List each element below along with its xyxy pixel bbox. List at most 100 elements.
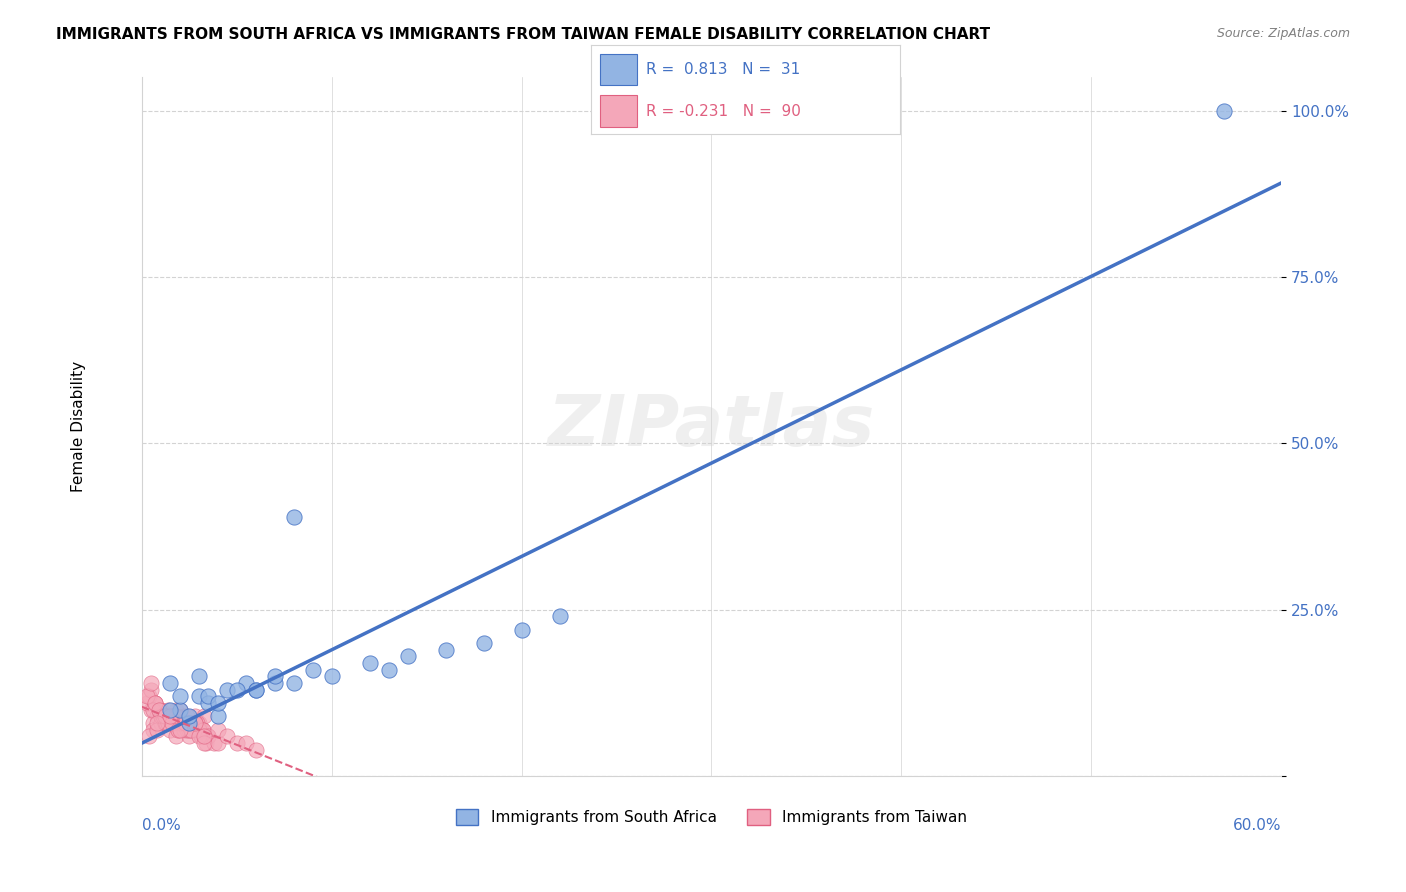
- Point: [245, 682, 267, 697]
- Point: [301, 663, 323, 677]
- Point: [148, 703, 170, 717]
- Point: [217, 682, 239, 697]
- Bar: [600, 95, 637, 127]
- Point: [472, 636, 495, 650]
- Point: [153, 709, 176, 723]
- Point: [157, 703, 180, 717]
- Point: [180, 723, 202, 737]
- Point: [548, 609, 571, 624]
- Point: [207, 723, 229, 737]
- Point: [179, 715, 201, 730]
- Point: [141, 682, 163, 697]
- Point: [187, 723, 209, 737]
- Point: [225, 736, 247, 750]
- Point: [169, 703, 191, 717]
- Text: R = -0.231   N =  90: R = -0.231 N = 90: [647, 104, 801, 119]
- Point: [174, 715, 197, 730]
- Point: [176, 723, 198, 737]
- Y-axis label: Female Disability: Female Disability: [72, 361, 86, 492]
- Point: [181, 715, 204, 730]
- Point: [179, 709, 201, 723]
- Point: [217, 729, 239, 743]
- Point: [197, 729, 219, 743]
- Point: [152, 709, 174, 723]
- Point: [142, 703, 165, 717]
- Point: [195, 736, 218, 750]
- Point: [148, 703, 170, 717]
- Legend: Immigrants from South Africa, Immigrants from Taiwan: Immigrants from South Africa, Immigrants…: [450, 803, 973, 831]
- Point: [165, 703, 187, 717]
- Point: [153, 715, 176, 730]
- Point: [207, 736, 229, 750]
- Point: [187, 715, 209, 730]
- Point: [207, 709, 229, 723]
- Point: [167, 723, 190, 737]
- Point: [159, 703, 181, 717]
- Point: [155, 709, 177, 723]
- Point: [179, 723, 201, 737]
- Text: Source: ZipAtlas.com: Source: ZipAtlas.com: [1216, 27, 1350, 40]
- Text: R =  0.813   N =  31: R = 0.813 N = 31: [647, 62, 800, 77]
- Point: [152, 709, 174, 723]
- Text: IMMIGRANTS FROM SOUTH AFRICA VS IMMIGRANTS FROM TAIWAN FEMALE DISABILITY CORRELA: IMMIGRANTS FROM SOUTH AFRICA VS IMMIGRAN…: [56, 27, 990, 42]
- Point: [169, 690, 191, 704]
- Point: [160, 709, 183, 723]
- Point: [153, 709, 176, 723]
- Point: [190, 723, 212, 737]
- Point: [193, 729, 215, 743]
- Point: [434, 642, 457, 657]
- Point: [180, 723, 202, 737]
- Point: [225, 682, 247, 697]
- Point: [396, 649, 419, 664]
- Point: [169, 703, 191, 717]
- Point: [141, 676, 163, 690]
- Point: [146, 723, 169, 737]
- Point: [159, 676, 181, 690]
- Point: [173, 709, 195, 723]
- Point: [193, 729, 215, 743]
- Point: [283, 676, 305, 690]
- Point: [155, 715, 177, 730]
- Point: [163, 709, 186, 723]
- Point: [163, 709, 186, 723]
- Point: [159, 723, 181, 737]
- Point: [197, 729, 219, 743]
- Point: [173, 723, 195, 737]
- Point: [152, 709, 174, 723]
- Point: [184, 715, 207, 730]
- Point: [235, 676, 257, 690]
- Bar: [600, 54, 637, 85]
- Point: [359, 656, 381, 670]
- Point: [186, 715, 208, 730]
- Point: [149, 709, 172, 723]
- Point: [263, 676, 285, 690]
- Point: [235, 736, 257, 750]
- Point: [143, 696, 166, 710]
- Point: [143, 696, 166, 710]
- Point: [193, 709, 215, 723]
- Point: [146, 715, 169, 730]
- Point: [184, 723, 207, 737]
- Point: [190, 729, 212, 743]
- Point: [283, 509, 305, 524]
- Point: [184, 709, 207, 723]
- Point: [179, 715, 201, 730]
- Point: [136, 690, 159, 704]
- Point: [321, 669, 343, 683]
- Point: [1213, 103, 1236, 118]
- Point: [176, 709, 198, 723]
- Point: [136, 696, 159, 710]
- Point: [143, 696, 166, 710]
- Point: [155, 715, 177, 730]
- Point: [181, 715, 204, 730]
- Point: [157, 715, 180, 730]
- Text: 0.0%: 0.0%: [142, 818, 180, 833]
- Point: [202, 736, 225, 750]
- Point: [142, 715, 165, 730]
- Point: [193, 736, 215, 750]
- Point: [191, 723, 214, 737]
- Point: [160, 715, 183, 730]
- Point: [245, 742, 267, 756]
- Text: 60.0%: 60.0%: [1233, 818, 1281, 833]
- Point: [170, 715, 193, 730]
